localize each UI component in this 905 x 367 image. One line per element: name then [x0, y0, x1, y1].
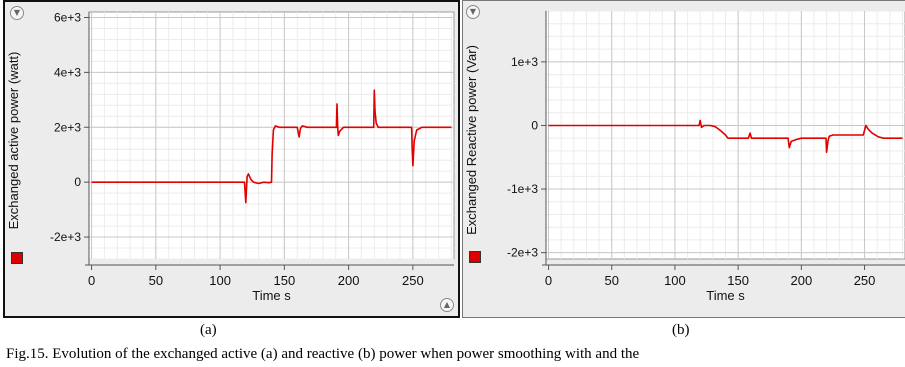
caption-b: (b) — [672, 322, 690, 338]
y-tick-label: 2e+3 — [54, 120, 81, 134]
x-axis-label: Time s — [252, 288, 291, 303]
y-tick-label: -2e+3 — [507, 246, 538, 260]
y-tick-label: 0 — [531, 118, 538, 132]
scroll-down-chevron-icon[interactable]: ▲ — [440, 298, 454, 312]
x-tick-label: 0 — [88, 273, 95, 288]
x-tick-label: 50 — [149, 273, 163, 288]
x-tick-label: 150 — [727, 273, 749, 288]
y-axis-label: Exchanged active power (watt) — [6, 52, 21, 230]
x-tick-label: 150 — [274, 273, 296, 288]
x-tick-label: 50 — [604, 273, 618, 288]
legend-swatch-icon — [469, 251, 481, 263]
reactive-power-chart: 0 50 100 150 200 250 -2e+3 -1e+3 0 1e+3 Time s Exch… — [464, 10, 905, 303]
scroll-up-chevron-icon[interactable]: ▼ — [10, 6, 24, 20]
data-series-line — [548, 119, 903, 153]
y-axis-label: Exchanged Reactive power (Var) — [464, 45, 479, 235]
x-tick-label: 0 — [545, 273, 552, 288]
figure-caption: Fig.15. Evolution of the exchanged activ… — [6, 346, 640, 362]
y-tick-label: 1e+3 — [511, 55, 538, 69]
caption-a: (a) — [200, 322, 217, 338]
x-tick-label: 100 — [209, 273, 231, 288]
y-tick-label: -1e+3 — [507, 182, 538, 196]
y-tick-label: -2e+3 — [50, 230, 81, 244]
scroll-up-chevron-icon[interactable]: ▼ — [466, 5, 480, 19]
y-tick-label: 6e+3 — [54, 10, 81, 24]
x-tick-label: 100 — [664, 273, 686, 288]
active-power-chart: 0 50 100 150 200 250 -2e+3 0 2e+3 4e+3 6e+3 Time s E… — [6, 10, 455, 303]
x-tick-label: 250 — [854, 273, 876, 288]
x-tick-label: 200 — [338, 273, 360, 288]
legend-swatch-icon — [11, 252, 23, 264]
chart-panel-active-power: 0 50 100 150 200 250 -2e+3 0 2e+3 4e+3 6e+3 Time s E… — [3, 0, 460, 318]
chart-panel-reactive-power: 0 50 100 150 200 250 -2e+3 -1e+3 0 1e+3 Time s Exch… — [462, 0, 905, 318]
x-axis-label: Time s — [706, 288, 745, 303]
x-tick-label: 250 — [402, 273, 424, 288]
y-tick-label: 4e+3 — [54, 65, 81, 79]
x-tick-label: 200 — [790, 273, 812, 288]
data-series-line — [91, 89, 452, 204]
y-tick-label: 0 — [74, 175, 81, 189]
